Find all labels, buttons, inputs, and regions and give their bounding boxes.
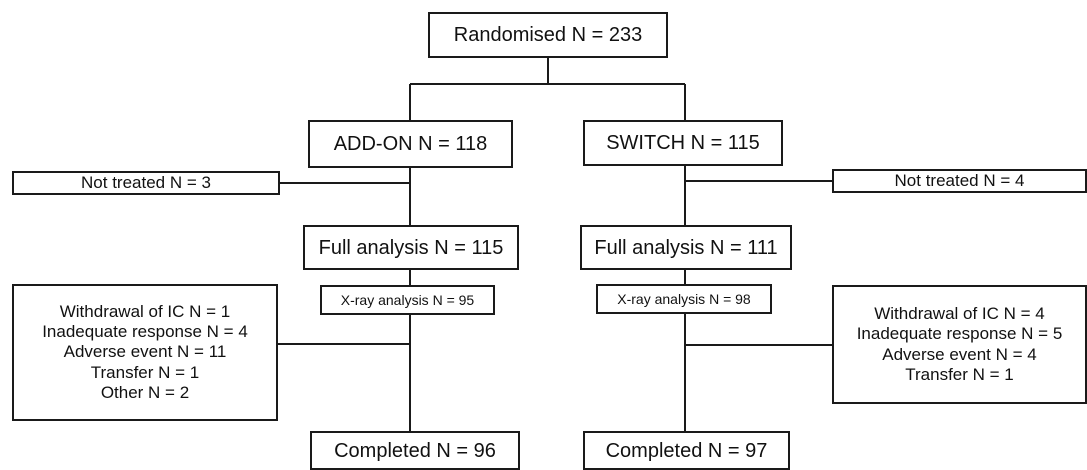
left-discontinued-line: Withdrawal of IC N = 1 [59,301,231,321]
left-discontinued-line: Other N = 2 [100,383,190,403]
left-discontinued-line: Transfer N = 1 [90,362,200,382]
left-not-treated-box: Not treated N = 3 [12,171,280,195]
right-not-treated-box: Not treated N = 4 [832,169,1087,193]
add-on-arm-box: ADD-ON N = 118 [308,120,513,168]
left-discontinued-box: Withdrawal of IC N = 1 Inadequate respon… [12,284,278,421]
right-completed-box: Completed N = 97 [583,431,790,470]
left-discontinued-line: Adverse event N = 11 [63,342,227,362]
randomised-box: Randomised N = 233 [428,12,668,58]
right-discontinued-box: Withdrawal of IC N = 4 Inadequate respon… [832,285,1087,404]
right-xray-analysis-box: X-ray analysis N = 98 [596,284,772,314]
switch-arm-box: SWITCH N = 115 [583,120,783,166]
left-discontinued-line: Inadequate response N = 4 [42,321,248,341]
right-discontinued-line: Inadequate response N = 5 [856,324,1063,344]
right-full-analysis-box: Full analysis N = 111 [580,225,792,270]
right-discontinued-line: Adverse event N = 4 [882,344,1037,364]
left-completed-box: Completed N = 96 [310,431,520,470]
left-full-analysis-box: Full analysis N = 115 [303,225,519,270]
right-discontinued-line: Transfer N = 1 [905,364,1014,384]
left-xray-analysis-box: X-ray analysis N = 95 [320,285,495,315]
right-discontinued-line: Withdrawal of IC N = 4 [874,303,1045,323]
